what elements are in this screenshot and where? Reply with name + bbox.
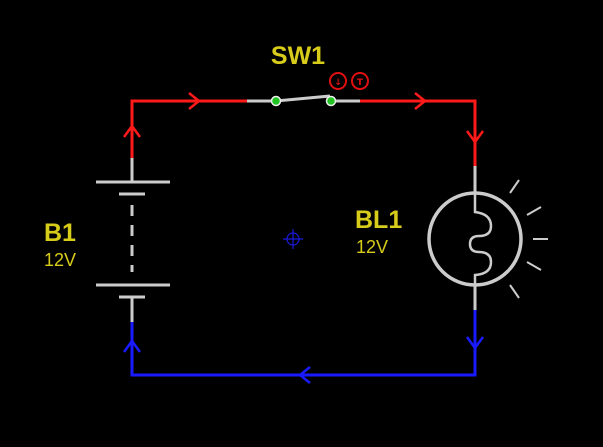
bulb-value-label: 12V (356, 237, 388, 257)
current-arrow-left-icon (297, 366, 311, 384)
bulb-filament (468, 193, 493, 286)
switch-blade (275, 94, 331, 103)
switch-contact-left (270, 95, 282, 107)
current-arrow-down-icon (465, 336, 485, 351)
negative-wire-path (130, 310, 477, 377)
switch-name-label: SW1 (271, 42, 325, 70)
switch-down-glyph: ↓ (334, 78, 342, 88)
switch-toggle-glyph: T (357, 78, 364, 88)
crosshair-icon (283, 229, 303, 249)
negative-wire[interactable] (122, 310, 485, 384)
bulb-bl1[interactable] (427, 166, 548, 310)
bulb-name-label: BL1 (355, 206, 402, 234)
arrow-down-icon (329, 72, 347, 90)
current-arrow-up-icon (122, 338, 142, 353)
current-arrow-up-icon (122, 123, 142, 138)
light-rays-icon (509, 179, 548, 299)
battery-b1[interactable] (96, 158, 170, 322)
positive-wire[interactable] (122, 92, 485, 166)
current-arrow-right-icon (188, 92, 202, 110)
positive-wire-right (360, 99, 477, 166)
switch-down-button[interactable]: ↓ (329, 72, 347, 90)
battery-value-label: 12V (44, 250, 76, 270)
toggle-t-icon (351, 72, 369, 90)
current-arrow-right-icon (414, 92, 428, 110)
battery-name-label: B1 (44, 219, 76, 247)
positive-wire-left (130, 99, 247, 158)
switch-contact-right (325, 95, 337, 107)
switch-sw1[interactable] (247, 94, 360, 107)
current-arrow-down-icon (465, 130, 485, 145)
switch-toggle-button[interactable]: T (351, 72, 369, 90)
